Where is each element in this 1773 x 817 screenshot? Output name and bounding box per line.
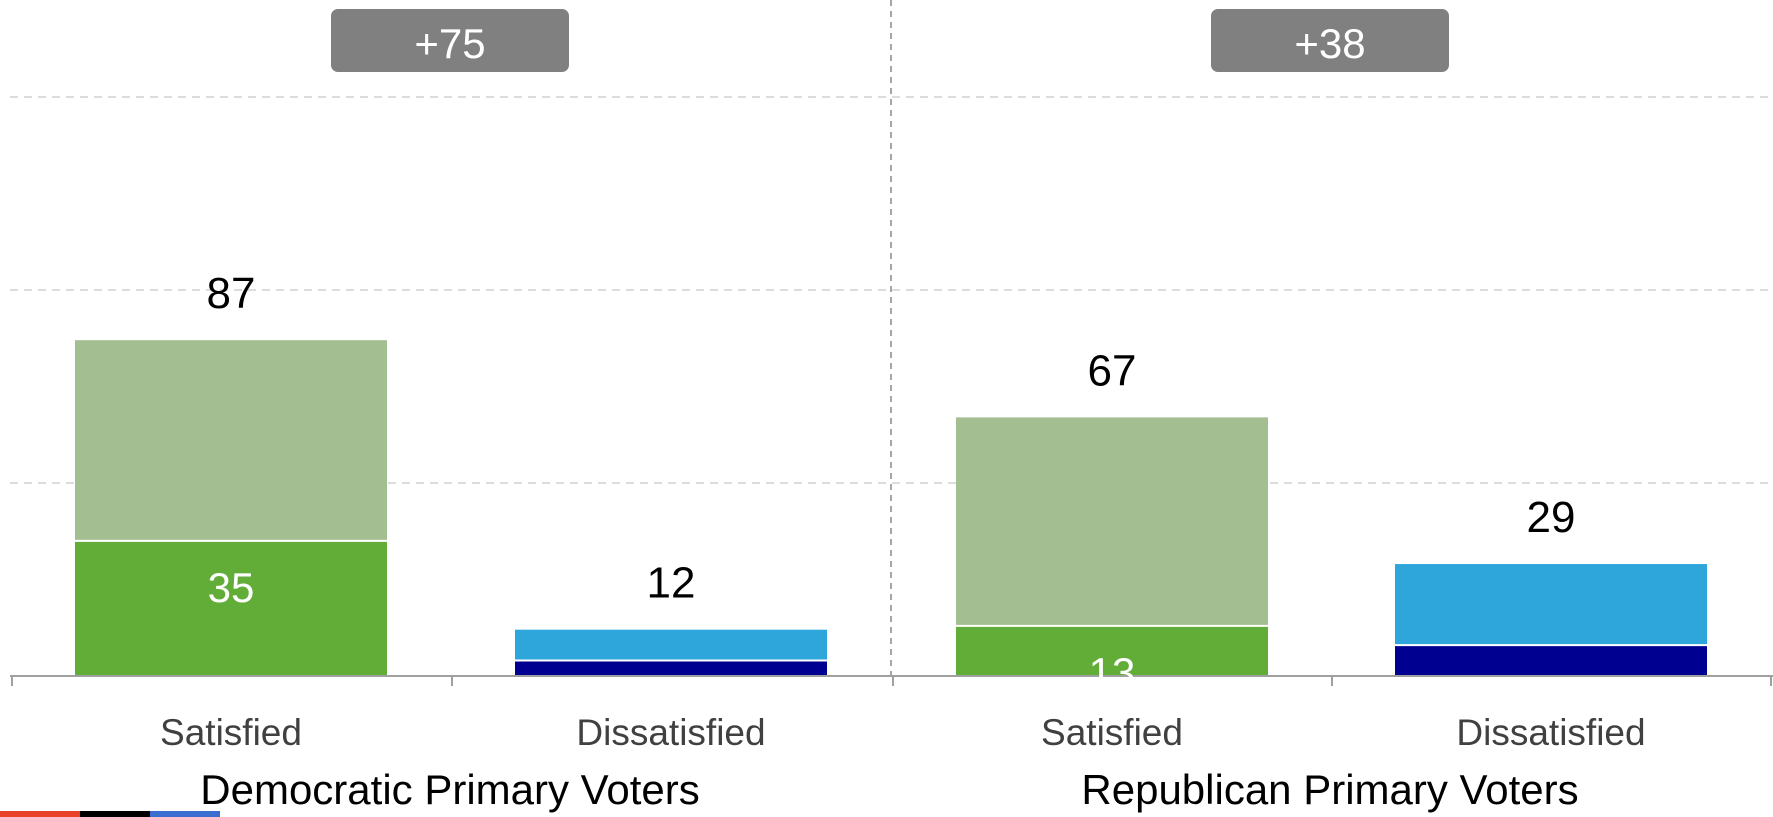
bar-segment-somewhat [75,340,387,541]
group-label: Republican Primary Voters [1081,766,1578,813]
labels: +758735Satisfied124DissatisfiedDemocrati… [160,9,1646,813]
group-label: Democratic Primary Voters [200,766,699,813]
bar-segment-strong [75,540,387,676]
logo-stripe-red [0,811,80,817]
logo-stripe-black [80,811,150,817]
inner-label: 4 [659,684,682,731]
bar-segment-strong [515,660,827,676]
total-label: 87 [207,269,256,318]
total-label: 29 [1527,493,1576,542]
net-badge-label: +75 [414,20,485,67]
bar-segment-somewhat [956,417,1268,626]
x-axis [10,675,1773,686]
category-label: Satisfied [160,712,302,753]
inner-label: 13 [1089,649,1136,696]
category-label: Dissatisfied [576,712,765,753]
bar-segment-strong [956,625,1268,676]
category-label: Dissatisfied [1456,712,1645,753]
net-badge [1211,9,1449,72]
bar-segment-somewhat [515,629,827,661]
net-badge-label: +38 [1294,20,1365,67]
bars [75,340,1707,676]
total-label: 67 [1088,346,1137,395]
inner-label: 35 [208,564,255,611]
bar-segment-strong [1395,645,1707,676]
logo-stripe-blue [150,811,220,817]
category-label: Satisfied [1041,712,1183,753]
net-badge [331,9,569,72]
bar-segment-somewhat [1395,564,1707,646]
total-label: 12 [647,559,696,608]
inner-label: 8 [1539,668,1562,715]
footer-logo [0,811,220,817]
